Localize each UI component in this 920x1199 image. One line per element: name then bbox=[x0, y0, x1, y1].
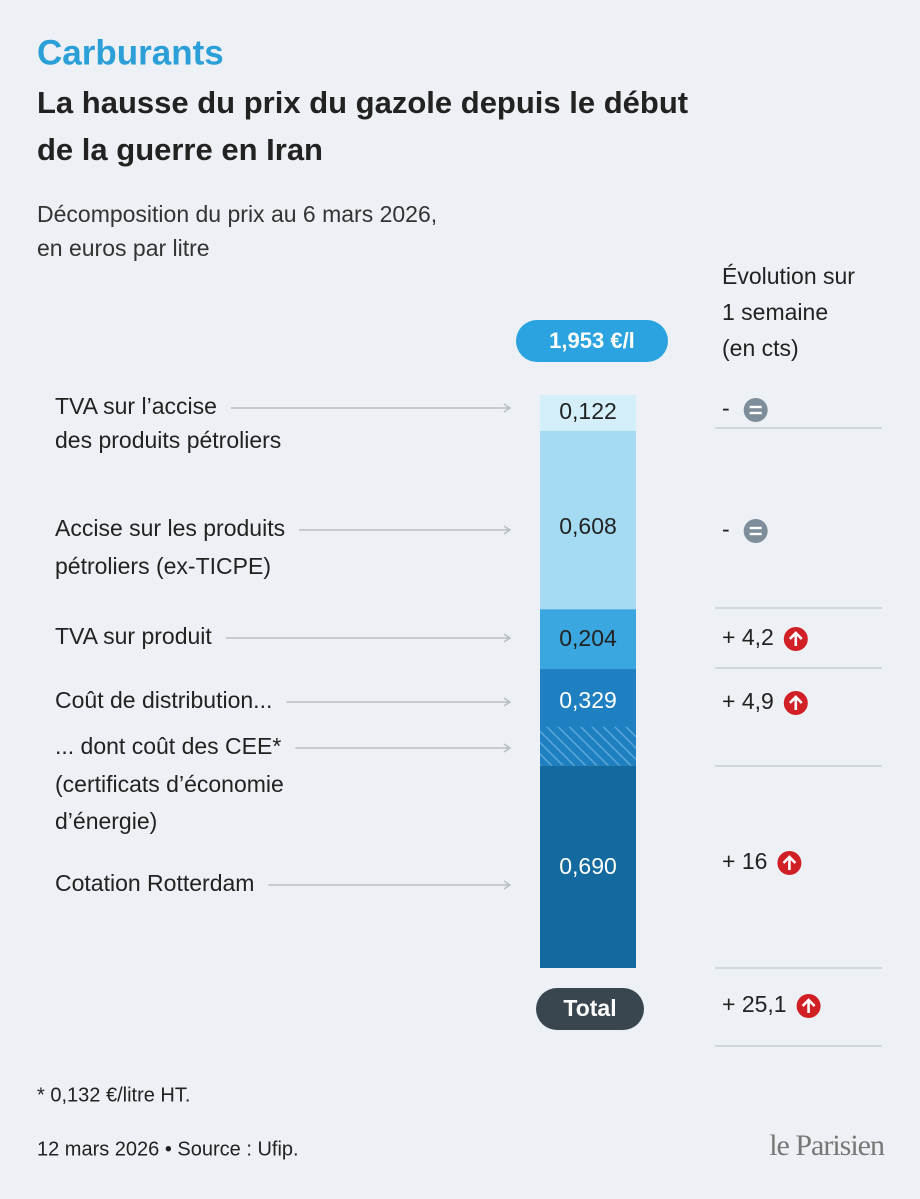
leader-arrowhead bbox=[503, 697, 512, 707]
category-label: TVA sur l’accise bbox=[55, 393, 217, 419]
cee-label: ... dont coût des CEE* bbox=[55, 733, 281, 759]
title-line: de la guerre en Iran bbox=[37, 132, 323, 167]
value-label: 0,329 bbox=[559, 687, 617, 713]
leader-arrowhead bbox=[503, 403, 512, 413]
leader-arrowhead bbox=[503, 633, 512, 643]
source: 12 mars 2026 • Source : Ufip. bbox=[37, 1138, 299, 1160]
bar-segment bbox=[540, 395, 636, 431]
up-icon-arrow bbox=[788, 631, 803, 646]
category-label: Coût de distribution... bbox=[55, 687, 272, 713]
total-value: 1,953 €/l bbox=[549, 328, 635, 353]
change-value: + 25,1 bbox=[722, 991, 787, 1017]
subtitle-line: Décomposition du prix au 6 mars 2026, bbox=[37, 201, 437, 227]
change-value: - bbox=[722, 516, 730, 542]
total-text: Total bbox=[563, 995, 616, 1021]
category-label: pétroliers (ex-TICPE) bbox=[55, 553, 271, 579]
flat-icon bbox=[743, 519, 768, 543]
subtitle-line: en euros par litre bbox=[37, 235, 210, 261]
kicker: Carburants bbox=[37, 33, 224, 72]
up-icon-arrow bbox=[788, 695, 803, 710]
logo: le Parisien bbox=[769, 1129, 885, 1162]
change-value: + 4,2 bbox=[722, 624, 774, 650]
bar-segment bbox=[540, 609, 636, 670]
change-header: (en cts) bbox=[722, 335, 799, 361]
up-icon-arrow bbox=[801, 998, 816, 1013]
total-pill bbox=[516, 320, 668, 362]
value-label: 0,608 bbox=[559, 513, 617, 539]
cee-hatch bbox=[540, 726, 636, 766]
cee-label: d’énergie) bbox=[55, 808, 157, 834]
value-label: 0,204 bbox=[559, 625, 617, 651]
category-label: Accise sur les produits bbox=[55, 515, 285, 541]
bar-segment bbox=[540, 765, 636, 968]
up-icon-arrow bbox=[782, 855, 797, 870]
leader-arrowhead bbox=[503, 525, 512, 535]
leader-arrowhead bbox=[503, 743, 512, 753]
footnote: * 0,132 €/litre HT. bbox=[37, 1084, 190, 1106]
cee-label: (certificats d’économie bbox=[55, 771, 284, 797]
change-value: + 16 bbox=[722, 848, 767, 874]
category-label: des produits pétroliers bbox=[55, 427, 281, 453]
leader-arrowhead bbox=[503, 880, 512, 890]
title-line: La hausse du prix du gazole depuis le dé… bbox=[37, 85, 688, 120]
bar-segment bbox=[540, 430, 636, 610]
change-value: - bbox=[722, 395, 730, 421]
category-label: Cotation Rotterdam bbox=[55, 870, 254, 896]
change-header: 1 semaine bbox=[722, 299, 828, 325]
category-label: TVA sur produit bbox=[55, 623, 212, 649]
flat-icon bbox=[743, 398, 768, 422]
value-label: 0,122 bbox=[559, 398, 617, 424]
change-value: + 4,9 bbox=[722, 688, 774, 714]
total-pill bbox=[536, 988, 644, 1030]
change-header: Évolution sur bbox=[722, 263, 855, 289]
value-label: 0,690 bbox=[559, 853, 617, 879]
